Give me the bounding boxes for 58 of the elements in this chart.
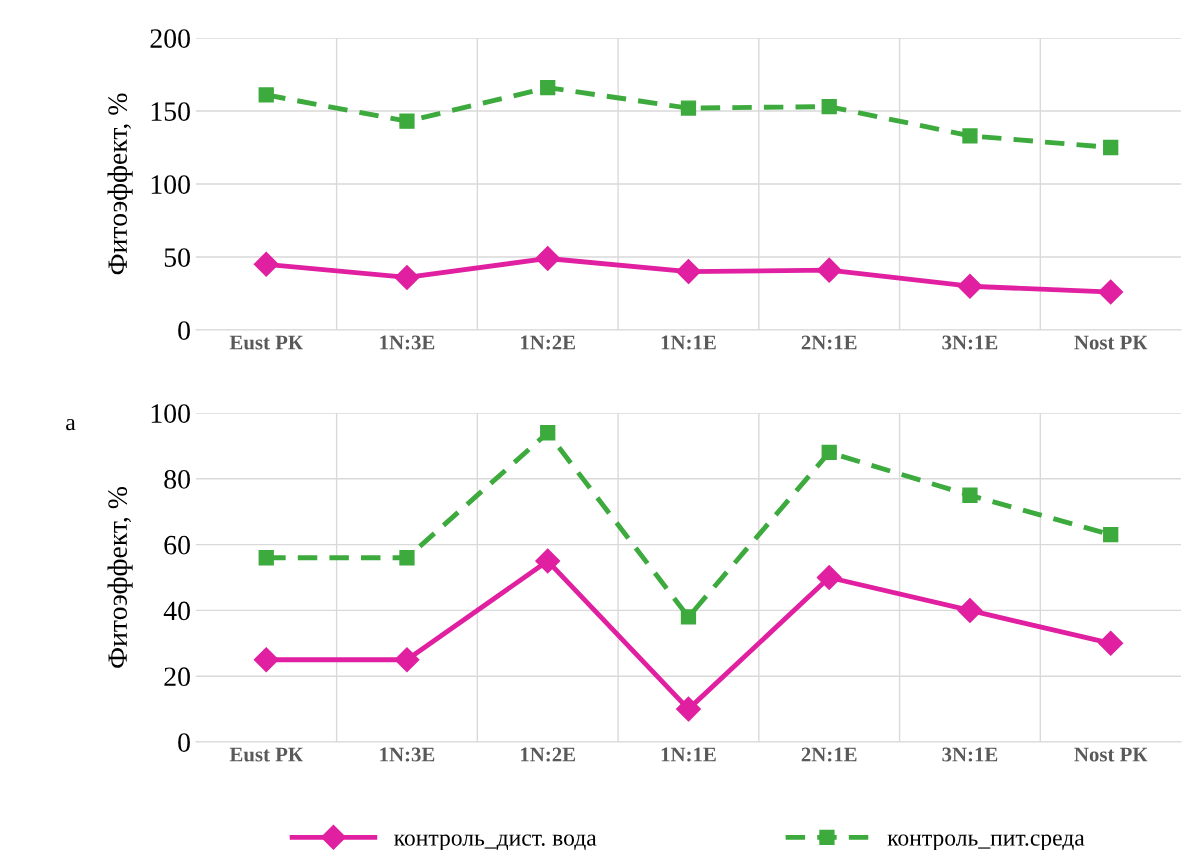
point	[253, 251, 279, 277]
point	[675, 696, 701, 722]
point	[962, 128, 978, 144]
y-axis-title: Фитоэффект, %	[107, 93, 133, 275]
y-tick-label: 20	[164, 667, 190, 687]
point	[540, 80, 556, 96]
x-tick-label: 1N:3E	[380, 747, 435, 762]
point	[821, 98, 837, 115]
point	[1098, 630, 1124, 656]
x-tick-label: 1N:1E	[661, 747, 716, 762]
point	[675, 259, 701, 285]
point	[399, 113, 415, 129]
y-tick-label: 80	[164, 469, 190, 489]
x-tick-label: Eust РК	[229, 335, 303, 350]
point	[535, 245, 561, 271]
x-tick-label: 3N:1E	[942, 747, 998, 762]
point	[680, 609, 697, 625]
x-tick-label: 1N:2E	[521, 335, 575, 350]
point	[680, 100, 697, 116]
x-tick-label: Nost РК	[1074, 335, 1148, 350]
point	[957, 273, 983, 299]
legend-label: контроль_пит.среда	[887, 834, 1085, 850]
y-tick-label: 40	[163, 601, 190, 621]
x-tick-label: Nost РК	[1074, 747, 1148, 762]
point	[394, 647, 420, 673]
point	[399, 550, 415, 566]
y-tick-label: 50	[164, 248, 190, 267]
legend-label: контроль_дист. вода	[394, 834, 597, 850]
point	[816, 257, 842, 283]
y-tick-label: 200	[150, 29, 190, 48]
x-tick-label: 1N:1E	[661, 335, 716, 350]
x-tick-label: 2N:1E	[801, 747, 857, 762]
x-tick-label: 1N:3E	[380, 335, 435, 350]
y-tick-label: 0	[178, 321, 190, 340]
x-tick-label: 3N:1E	[942, 335, 998, 350]
point	[1103, 527, 1119, 543]
point	[957, 597, 983, 623]
point	[816, 565, 842, 590]
point	[258, 550, 274, 566]
y-tick-label: 0	[178, 733, 190, 752]
x-tick-label: 1N:2E	[521, 747, 575, 762]
point	[253, 647, 279, 673]
point	[821, 444, 837, 461]
y-tick-label: 150	[151, 102, 190, 121]
point	[258, 87, 274, 103]
point	[535, 548, 561, 574]
y-tick-label: 100	[151, 175, 190, 194]
point	[540, 425, 556, 441]
text: а	[66, 418, 76, 431]
x-tick-label: Eust РК	[229, 747, 303, 762]
point	[1098, 279, 1124, 305]
point	[962, 487, 978, 503]
point	[394, 264, 420, 290]
y-axis-title: Фитоэффект, %	[107, 487, 133, 668]
y-tick-label: 100	[151, 404, 190, 423]
point	[1103, 139, 1119, 156]
y-tick-label: 60	[164, 535, 190, 555]
x-tick-label: 2N:1E	[801, 335, 857, 350]
